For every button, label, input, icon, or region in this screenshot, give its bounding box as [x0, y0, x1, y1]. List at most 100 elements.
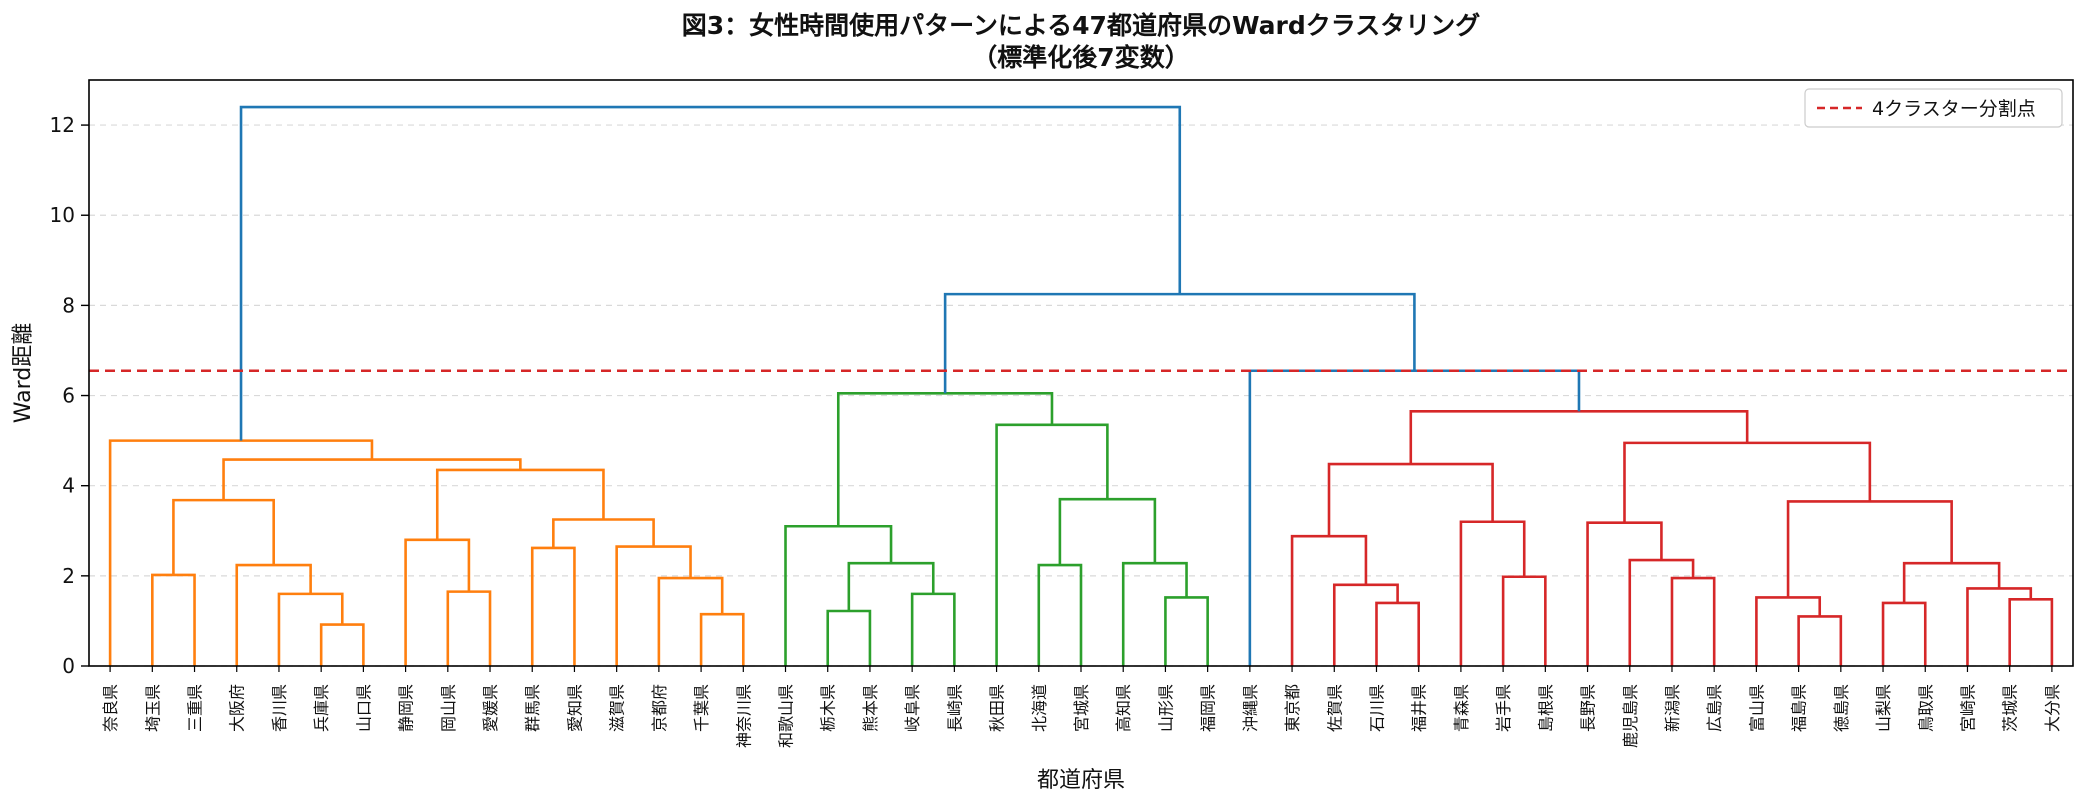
grid-lines [89, 124, 2073, 667]
legend-label-cut-line: 4クラスター分割点 [1872, 98, 2036, 120]
leaf-label: 熊本県 [861, 684, 880, 732]
dendrogram-link [699, 612, 745, 666]
dendrogram-link [943, 292, 1416, 394]
dendrogram-link [404, 538, 471, 666]
leaf-label: 岐阜県 [903, 684, 922, 732]
dendrogram-link [1902, 561, 2001, 603]
leaf-label: 宮城県 [1072, 684, 1091, 732]
dendrogram-links [108, 105, 2054, 666]
legend: 4クラスター分割点 [1804, 88, 2063, 128]
y-tick-label: 12 [50, 113, 75, 137]
leaf-label: 岡山県 [439, 684, 458, 732]
leaf-label: 高知県 [1114, 684, 1133, 732]
y-tick-label: 2 [62, 564, 75, 588]
dendrogram-link [1409, 410, 1749, 465]
leaf-label: 岩手県 [1494, 684, 1513, 732]
dendrogram-link [1966, 587, 2033, 666]
y-tick-label: 10 [50, 203, 75, 227]
leaf-label: 新潟県 [1663, 684, 1682, 732]
dendrogram-link [235, 563, 312, 666]
leaf-label: 島根県 [1536, 684, 1555, 732]
leaf-label: 山口県 [354, 684, 373, 732]
leaf-label: 栃木県 [819, 684, 838, 732]
dendrogram-link [446, 590, 492, 666]
dendrogram-link [552, 518, 655, 548]
leaf-label: 茨城県 [2001, 684, 2020, 732]
leaf-label: 宮崎県 [1958, 684, 1977, 732]
chart-subtitle: （標準化後7変数） [972, 43, 1189, 72]
leaf-label: 京都府 [650, 684, 669, 732]
dendrogram-link [1459, 520, 1526, 666]
dendrogram-link [1501, 575, 1547, 666]
leaf-label: 福島県 [1790, 684, 1809, 732]
dendrogram-link [615, 545, 692, 666]
dendrogram-link [1037, 563, 1083, 666]
leaf-label: 福岡県 [1199, 684, 1218, 732]
leaf-label: 奈良県 [101, 684, 120, 732]
leaf-label: 青森県 [1452, 684, 1471, 732]
dendrogram-link [172, 498, 275, 575]
dendrogram-link [1586, 521, 1663, 666]
dendrogram-link [319, 623, 365, 666]
legend-box [1804, 88, 2063, 128]
dendrogram-link [1881, 601, 1927, 666]
leaf-label: 山梨県 [1874, 684, 1893, 732]
leaf-label: 秋田県 [988, 684, 1007, 732]
leaf-label: 福井県 [1410, 684, 1429, 732]
leaf-label: 石川県 [1367, 684, 1386, 732]
dendrogram-link [910, 592, 956, 666]
x-axis-leaf-labels: 奈良県 埼玉県 三重県 大阪府 香川県 兵庫県 山口県 静岡県 岡山県 愛媛県 群馬県 愛知県 滋賀県 京… [101, 666, 2062, 748]
dendrogram-link [1755, 596, 1822, 666]
leaf-label: 富山県 [1747, 684, 1766, 732]
dendrogram-link [1623, 441, 1872, 523]
leaf-label: 愛知県 [565, 684, 584, 732]
leaf-label: 鳥取県 [1916, 684, 1935, 732]
dendrogram-link [2008, 597, 2054, 666]
y-axis-label: Ward距離 [11, 323, 36, 423]
leaf-label: 東京都 [1283, 684, 1302, 732]
dendrogram-link [784, 524, 893, 666]
leaf-label: 愛媛県 [481, 684, 500, 732]
leaf-label: 神奈川県 [734, 684, 753, 748]
dendrogram-link [1786, 500, 1953, 598]
dendrogram-link [1248, 369, 1581, 666]
leaf-label: 静岡県 [397, 684, 416, 732]
dendrogram-link [151, 573, 196, 666]
leaf-label: 埼玉県 [143, 684, 162, 732]
dendrogram-link [239, 105, 1182, 441]
dendrogram-link [1375, 601, 1420, 666]
dendrogram-link [1058, 497, 1157, 566]
y-tick-label: 6 [62, 384, 75, 408]
leaf-label: 佐賀県 [1325, 684, 1344, 732]
leaf-label: 香川県 [270, 684, 289, 732]
y-tick-label: 4 [62, 474, 75, 498]
dendrogram-link [995, 423, 1109, 666]
y-tick-label: 8 [62, 293, 75, 317]
y-axis-ticks: 0 2 4 6 8 10 12 [50, 113, 89, 678]
leaf-label: 大阪府 [228, 684, 247, 732]
leaf-label: 千葉県 [692, 684, 711, 732]
dendrogram-link [1164, 596, 1209, 666]
chart-title: 図3：女性時間使用パターンによる47都道府県のWardクラスタリング [682, 11, 1480, 40]
leaf-label: 沖縄県 [1241, 684, 1260, 732]
leaf-label: 大分県 [2043, 684, 2062, 732]
leaf-label: 和歌山県 [777, 684, 796, 748]
dendrogram-link [530, 546, 576, 666]
dendrogram-link [1290, 534, 1368, 666]
dendrogram-link [657, 576, 724, 666]
dendrogram-link [826, 609, 872, 666]
dendrogram-link [847, 561, 935, 612]
dendrogram-link [108, 439, 374, 666]
dendrogram-link [222, 458, 522, 501]
leaf-label: 群馬県 [523, 684, 542, 732]
y-tick-label: 0 [62, 654, 75, 678]
leaf-label: 兵庫県 [312, 684, 331, 732]
dendrogram-link [1628, 558, 1695, 666]
leaf-label: 長崎県 [945, 684, 964, 732]
leaf-label: 徳島県 [1832, 684, 1851, 732]
dendrogram-link [1332, 583, 1399, 666]
dendrogram-link [836, 391, 1054, 527]
leaf-label: 長野県 [1579, 684, 1598, 732]
dendrogram-link [1670, 576, 1716, 666]
